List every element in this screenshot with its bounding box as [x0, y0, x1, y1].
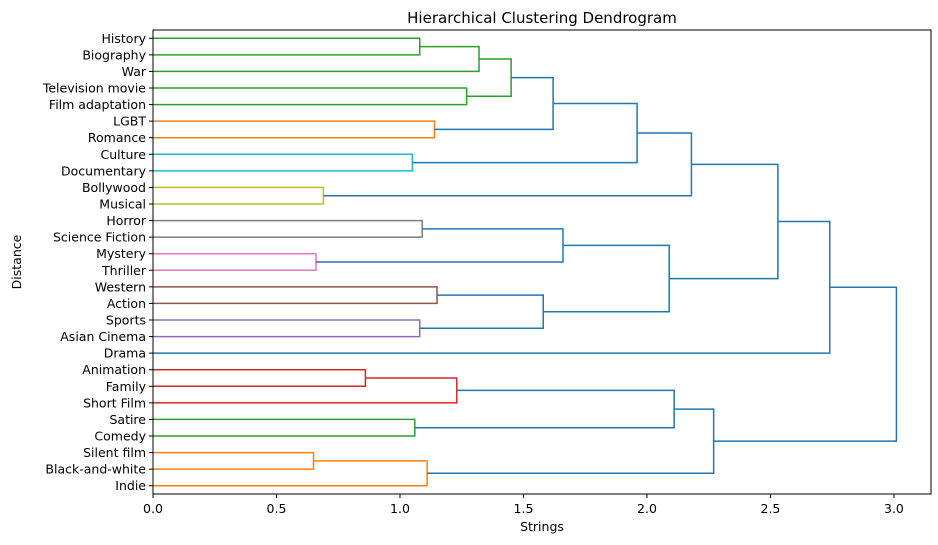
dendrogram-links — [153, 37, 898, 487]
dendrogram-link-6 — [153, 153, 414, 172]
leaf-label: Comedy — [94, 429, 146, 444]
leaf-label: Drama — [104, 346, 146, 361]
dendrogram-link-21 — [153, 418, 416, 437]
dendrogram-link-26 — [713, 286, 898, 442]
leaf-label: Thriller — [101, 263, 147, 278]
leaf-label: Film adaptation — [49, 97, 146, 112]
dendrogram-link-11 — [153, 252, 317, 272]
plot-frame — [152, 29, 932, 495]
leaf-label: Bollywood — [82, 180, 146, 195]
dendrogram-link-15 — [419, 294, 544, 330]
dendrogram-link-24 — [153, 460, 428, 487]
leaf-label: Short Film — [83, 395, 146, 410]
y-axis-label: Distance — [9, 234, 24, 289]
leaf-label: Biography — [82, 47, 146, 62]
leaf-label: Asian Cinema — [60, 329, 146, 344]
dendrogram-link-13 — [153, 286, 438, 305]
leaf-label: Animation — [82, 362, 146, 377]
leaf-label: Horror — [106, 213, 146, 228]
x-axis-ticks: 0.0 0.5 1.0 1.5 2.0 2.5 3.0 — [143, 494, 904, 516]
x-tick-label: 1.0 — [390, 501, 410, 516]
dendrogram-link-25 — [427, 408, 715, 475]
dendrogram-link-10 — [153, 219, 423, 238]
dendrogram-link-3 — [466, 58, 512, 98]
x-tick-label: 3.0 — [884, 501, 904, 516]
leaf-label: War — [122, 64, 147, 79]
leaf-label: Musical — [99, 197, 146, 212]
leaf-label: Satire — [109, 412, 146, 427]
leaf-label: Black-and-white — [45, 462, 146, 477]
leaf-label: Science Fiction — [53, 230, 146, 245]
leaf-label: Action — [107, 296, 146, 311]
leaf-label: Mystery — [96, 246, 146, 261]
dendrogram-link-0 — [153, 37, 421, 56]
x-tick-label: 1.5 — [514, 501, 534, 516]
dendrogram-link-22 — [414, 389, 675, 429]
dendrogram-link-8 — [153, 186, 325, 205]
dendrogram-link-4 — [153, 120, 436, 139]
dendrogram-link-23 — [153, 451, 315, 470]
leaf-label: Television movie — [42, 81, 146, 96]
leaf-label: Sports — [106, 313, 146, 328]
x-axis-label: Strings — [520, 519, 564, 534]
dendrogram-link-1 — [153, 87, 468, 106]
dendrogram-link-14 — [153, 319, 421, 338]
leaf-label: Culture — [100, 147, 146, 162]
dendrogram-link-2 — [153, 45, 480, 73]
dendrogram-link-20 — [153, 377, 458, 404]
x-tick-label: 0.0 — [143, 501, 163, 516]
leaf-label: Documentary — [61, 163, 147, 178]
x-tick-label: 2.0 — [637, 501, 657, 516]
x-tick-label: 2.5 — [761, 501, 781, 516]
dendrogram-link-7 — [412, 102, 638, 164]
dendrogram-link-12 — [316, 228, 564, 263]
dendrogram-link-5 — [434, 76, 554, 131]
leaf-label: Western — [95, 279, 146, 294]
dendrogram-link-16 — [543, 244, 670, 313]
dendrogram-link-19 — [153, 368, 367, 388]
leaf-label: Romance — [88, 130, 146, 145]
leaf-label: Indie — [115, 478, 146, 493]
leaf-label: Silent film — [83, 445, 146, 460]
dendrogram-link-9 — [323, 132, 693, 197]
leaf-label: Family — [106, 379, 147, 394]
leaf-label: History — [102, 31, 147, 46]
x-tick-label: 0.5 — [267, 501, 287, 516]
leaf-label: LGBT — [113, 114, 146, 129]
chart-title: Hierarchical Clustering Dendrogram — [407, 9, 677, 27]
dendrogram-link-17 — [669, 163, 779, 280]
